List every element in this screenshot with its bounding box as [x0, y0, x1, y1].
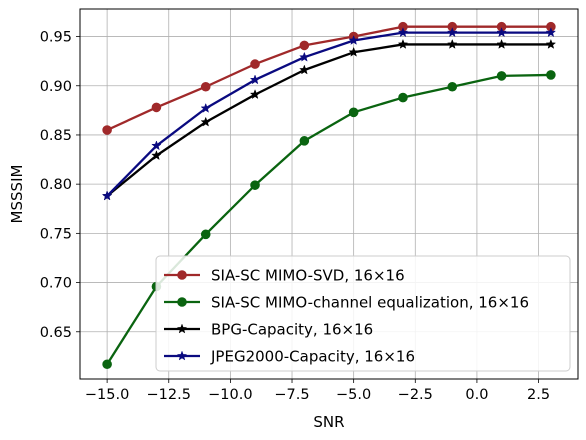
- data-point: [397, 27, 409, 38]
- data-point: [546, 70, 556, 80]
- data-point: [348, 34, 359, 45]
- x-tick-label: −10.0: [208, 387, 252, 403]
- series-line: [106, 43, 551, 197]
- legend-label: JPEG2000-Capacity, 16×16: [210, 348, 415, 366]
- data-point: [545, 38, 557, 49]
- x-axis-ticks: −15.0 −12.5 −10.0 −7.5 −5.0 −2.5 0.0 2.5: [85, 379, 550, 403]
- data-point: [249, 74, 261, 85]
- legend-marker: [176, 350, 188, 361]
- data-point: [200, 229, 211, 240]
- grid: [80, 9, 578, 379]
- data-point: [101, 190, 113, 201]
- legend: SIA-SC MIMO-SVD, 16×16 SIA-SC MIMO-channe…: [155, 255, 571, 372]
- x-tick-label: −2.5: [398, 387, 433, 403]
- legend-marker: [177, 297, 187, 307]
- data-point: [151, 150, 162, 161]
- data-point: [496, 38, 507, 49]
- legend-box: [155, 255, 571, 372]
- data-point: [496, 71, 507, 81]
- data-point: [151, 102, 162, 113]
- y-tick-label: 0.75: [40, 226, 72, 242]
- data-point: [299, 40, 310, 51]
- data-point: [299, 64, 310, 75]
- series-0: [102, 21, 556, 135]
- data-point: [398, 92, 408, 103]
- data-point: [249, 89, 261, 100]
- y-tick-label: 0.80: [40, 177, 72, 193]
- x-tick-label: 0.0: [465, 387, 488, 403]
- series-line: [106, 25, 551, 132]
- legend-label: SIA-SC MIMO-channel equalization, 16×16: [211, 294, 529, 312]
- data-point: [200, 81, 211, 92]
- x-tick-label: −7.5: [274, 387, 309, 403]
- data-point: [102, 359, 112, 370]
- x-tick-label: −15.0: [85, 387, 129, 403]
- y-tick-label: 0.85: [40, 128, 72, 144]
- legend-item: SIA-SC MIMO-SVD, 16×16: [164, 267, 405, 285]
- y-tick-label: 0.65: [40, 325, 72, 341]
- data-point: [447, 27, 458, 38]
- data-point: [348, 107, 359, 118]
- data-point: [102, 125, 112, 135]
- y-tick-label: 0.70: [40, 276, 72, 292]
- series-line: [106, 31, 551, 197]
- series-3: [101, 27, 557, 201]
- legend-item: BPG-Capacity, 16×16: [164, 321, 373, 339]
- x-tick-label: −12.5: [147, 387, 191, 403]
- legend-label: BPG-Capacity, 16×16: [211, 321, 373, 339]
- data-point: [151, 140, 162, 151]
- legend-label: SIA-SC MIMO-SVD, 16×16: [211, 267, 405, 285]
- data-point: [299, 51, 310, 62]
- data-point: [348, 46, 359, 57]
- plot-frame: [79, 8, 579, 380]
- data-point: [250, 180, 260, 190]
- x-tick-label: 2.5: [527, 387, 550, 403]
- series-layer: [101, 21, 557, 370]
- y-tick-label: 0.90: [40, 79, 72, 95]
- data-point: [200, 116, 211, 127]
- data-point: [496, 27, 507, 38]
- y-axis-label: MSSSIM: [8, 165, 26, 224]
- x-axis-label: SNR: [313, 413, 344, 431]
- data-point: [447, 81, 458, 92]
- data-point: [200, 102, 211, 113]
- y-tick-label: 0.95: [40, 30, 72, 46]
- legend-marker: [177, 270, 187, 280]
- y-axis-ticks: 0.65 0.70 0.75 0.80 0.85 0.90 0.95: [40, 30, 80, 341]
- legend-item: SIA-SC MIMO-channel equalization, 16×16: [164, 294, 529, 312]
- legend-item: JPEG2000-Capacity, 16×16: [164, 348, 415, 366]
- legend-marker: [176, 323, 188, 334]
- data-point: [250, 59, 260, 69]
- data-point: [397, 38, 409, 49]
- data-point: [299, 136, 310, 146]
- data-point: [447, 38, 458, 49]
- x-tick-label: −5.0: [336, 387, 371, 403]
- data-point: [545, 27, 557, 38]
